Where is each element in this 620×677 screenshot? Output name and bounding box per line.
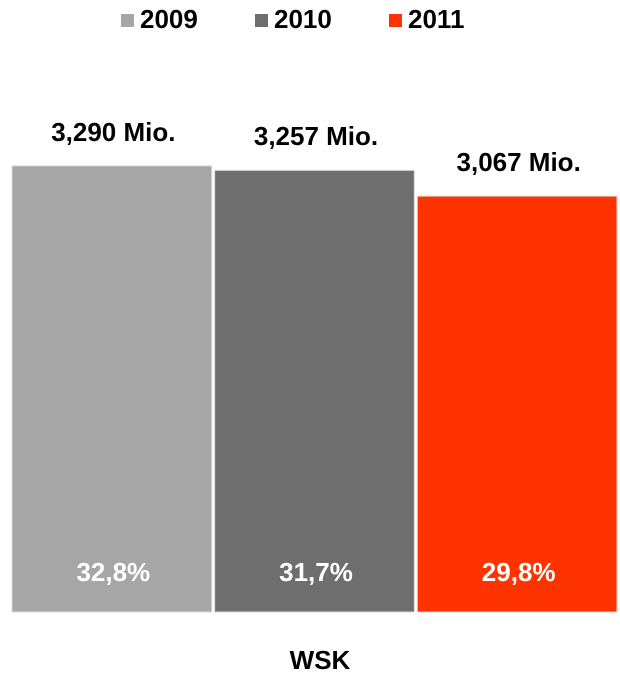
value-label: 3,067 Mio. bbox=[457, 147, 581, 177]
legend-label: 2011 bbox=[408, 4, 464, 34]
share-label: 29,8% bbox=[482, 557, 556, 587]
legend-label: 2009 bbox=[140, 4, 198, 34]
x-tick-label: WSK bbox=[290, 645, 351, 675]
share-label: 31,7% bbox=[279, 557, 353, 587]
value-label: 3,290 Mio. bbox=[51, 117, 175, 147]
share-label: 32,8% bbox=[76, 557, 150, 587]
legend-swatch bbox=[121, 14, 134, 27]
value-label: 3,257 Mio. bbox=[254, 121, 378, 151]
legend-swatch bbox=[255, 14, 268, 27]
legend-label: 2010 bbox=[274, 4, 332, 34]
bar bbox=[416, 195, 618, 613]
bar bbox=[11, 165, 213, 613]
bar bbox=[214, 169, 415, 613]
legend-swatch bbox=[389, 14, 402, 27]
